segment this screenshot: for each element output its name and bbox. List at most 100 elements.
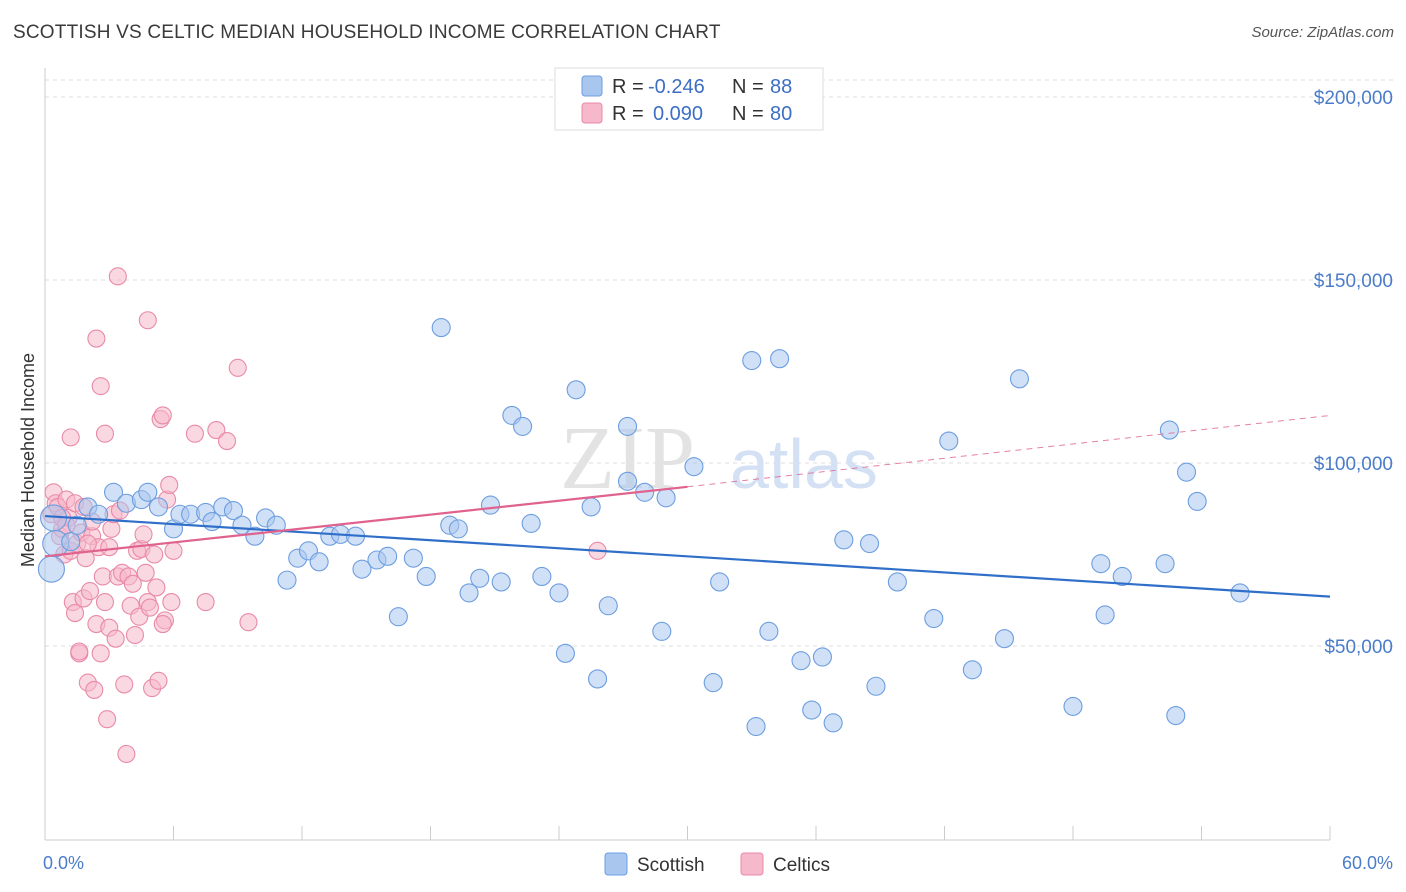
scottish-point-74 (939, 431, 959, 451)
celtics-point-26 (98, 710, 117, 729)
scottish-point-81 (1112, 566, 1132, 587)
celtics-point-70 (78, 534, 97, 553)
celtics-points (42, 267, 607, 764)
scottish-point-79 (1091, 554, 1111, 574)
bottom-legend: Scottish Celtics (604, 852, 830, 876)
celtics-point-59 (196, 593, 215, 612)
celtics-point-73 (91, 377, 110, 396)
bottom-legend-swatch-scottish (604, 852, 628, 876)
scottish-point-70 (859, 533, 880, 554)
legend-r-scottish: -0.246 (648, 76, 705, 98)
scottish-point-59 (703, 673, 723, 693)
chart-title: SCOTTISH VS CELTIC MEDIAN HOUSEHOLD INCO… (13, 22, 721, 43)
scottish-trend-line (44, 514, 1331, 598)
celtics-point-50 (149, 671, 168, 690)
scottish-point-41 (480, 495, 501, 515)
scottish-point-46 (532, 566, 552, 587)
scottish-point-10 (138, 482, 158, 502)
scottish-point-78 (1063, 696, 1083, 716)
scottish-point-67 (812, 647, 832, 667)
celtics-point-11 (65, 604, 85, 623)
celtics-point-46 (140, 598, 159, 617)
scottish-point-34 (403, 548, 423, 568)
scottish-point-3 (61, 532, 81, 552)
scottish-point-75 (962, 660, 982, 680)
scottish-point-54 (617, 471, 638, 491)
celtics-point-30 (106, 629, 125, 648)
scottish-point-50 (581, 497, 601, 517)
celtics-point-76 (108, 267, 127, 286)
scottish-point-47 (549, 583, 569, 603)
scottish-point-80 (1095, 605, 1115, 625)
scottish-point-66 (802, 700, 822, 720)
scottish-point-26 (309, 552, 329, 572)
y-axis-label: Median Household Income (18, 353, 38, 567)
scottish-point-38 (448, 519, 468, 539)
legend-n-label-scottish: N = (732, 76, 764, 98)
scottish-point-4 (67, 515, 87, 535)
scottish-point-35 (416, 566, 436, 587)
legend-r-label-celtics: R = (612, 103, 644, 125)
x-tick-label-max: 60.0% (1342, 853, 1393, 873)
scottish-points (37, 318, 1250, 737)
scottish-point-33 (388, 607, 408, 627)
legend-n-scottish: 88 (770, 76, 792, 98)
celtics-point-18 (80, 582, 100, 601)
scottish-point-56 (652, 621, 672, 641)
legend-r-celtics: 0.090 (653, 103, 703, 125)
scottish-point-85 (1176, 462, 1197, 482)
scottish-point-86 (1187, 491, 1207, 511)
celtics-point-52 (153, 406, 172, 425)
scottish-point-68 (823, 713, 843, 733)
celtics-point-49 (147, 578, 166, 597)
scottish-point-0 (37, 555, 65, 583)
celtics-point-60 (207, 421, 226, 440)
scottish-point-65 (791, 651, 811, 671)
axes (44, 68, 1331, 841)
tick-labels: $50,000 $100,000 $150,000 $200,000 0.0% 60.0% (43, 88, 1393, 873)
y-tick-label-2: $150,000 (1314, 271, 1393, 292)
scottish-point-82 (1155, 554, 1175, 574)
scottish-point-83 (1159, 420, 1179, 440)
scottish-point-20 (245, 526, 265, 546)
celtics-point-48 (145, 545, 164, 564)
celtics-point-34 (115, 675, 134, 694)
scottish-point-53 (617, 416, 638, 436)
celtics-point-75 (100, 538, 119, 557)
scottish-point-40 (470, 568, 490, 588)
source-label: Source: ZipAtlas.com (1251, 24, 1394, 41)
celtics-point-56 (162, 593, 181, 612)
bottom-legend-swatch-celtics (740, 852, 764, 876)
celtics-trend-extension (687, 414, 1331, 488)
scottish-point-51 (587, 669, 608, 689)
scottish-point-30 (352, 559, 372, 579)
scottish-point-62 (746, 716, 766, 737)
legend-n-label-celtics: N = (732, 103, 764, 125)
trend-lines (44, 414, 1331, 598)
bottom-legend-scottish: Scottish (637, 855, 705, 876)
scottish-point-52 (598, 596, 618, 616)
top-legend: R = -0.246 N = 88 R = 0.090 N = 80 (554, 67, 824, 131)
scottish-point-61 (742, 350, 762, 371)
scottish-point-18 (223, 501, 244, 521)
scottish-point-48 (555, 643, 575, 663)
celtics-point-57 (164, 541, 183, 560)
bottom-legend-celtics: Celtics (773, 855, 830, 876)
celtics-point-61 (217, 431, 237, 451)
scottish-point-84 (1166, 705, 1186, 726)
scottish-point-39 (459, 583, 479, 603)
scottish-point-73 (924, 608, 944, 629)
celtics-point-62 (228, 358, 247, 377)
watermark-atlas: atlas (730, 425, 878, 503)
scottish-point-87 (1230, 583, 1250, 603)
scottish-point-60 (710, 572, 730, 592)
celtics-point-72 (87, 329, 106, 348)
legend-n-celtics: 80 (770, 103, 792, 125)
y-tick-label-3: $200,000 (1314, 88, 1393, 109)
scottish-point-77 (1009, 369, 1030, 389)
celtics-point-25 (95, 593, 115, 612)
celtics-point-63 (239, 613, 258, 632)
legend-swatch-celtics (581, 102, 603, 124)
scottish-point-69 (834, 530, 854, 550)
